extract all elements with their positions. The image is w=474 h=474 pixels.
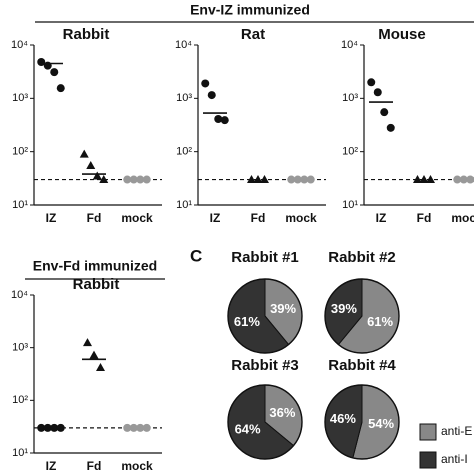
dot-point [386, 123, 395, 132]
dot-point [220, 116, 229, 125]
dot-point [367, 78, 376, 87]
panel-label: C [190, 246, 202, 265]
chart-title: Rabbit #3 [231, 357, 299, 374]
dot-point [136, 175, 145, 184]
chart-title: Mouse [378, 26, 426, 43]
slice-label: 64% [235, 422, 261, 437]
dot-point [380, 108, 389, 117]
y-tick-label: 10³ [12, 92, 28, 104]
chart-title: Rat [241, 26, 265, 43]
slice-label: 54% [368, 416, 394, 431]
dot-point [201, 79, 210, 88]
x-tick-label: Fd [87, 459, 102, 473]
x-tick-label: mock [451, 211, 474, 225]
y-tick-label: 10² [176, 146, 192, 158]
x-tick-label: Fd [251, 211, 266, 225]
triangle-point [253, 175, 263, 184]
slice-label: 46% [330, 411, 356, 426]
slice-label: 39% [331, 301, 357, 316]
dot-point [466, 175, 474, 184]
triangle-point [89, 350, 99, 359]
legend-swatch [419, 423, 437, 441]
pie-outline [324, 278, 400, 354]
pie-outline [227, 384, 303, 460]
y-tick-label: 10² [12, 394, 28, 406]
dot-point [56, 84, 65, 93]
x-tick-label: IZ [46, 211, 57, 225]
legend-swatch [419, 451, 437, 469]
y-tick-label: 10¹ [176, 199, 192, 211]
chart-title: Rabbit [73, 276, 120, 293]
y-tick-label: 10³ [12, 342, 28, 354]
triangle-point [426, 175, 435, 184]
dot-point [214, 114, 223, 123]
dot-point [37, 423, 46, 432]
legend-label: anti-I [441, 452, 468, 466]
y-tick-label: 10¹ [342, 199, 358, 211]
pie-outline [227, 278, 303, 354]
triangle-point [413, 175, 422, 184]
dot-point [207, 91, 216, 100]
dot-point [300, 175, 309, 184]
y-tick-label: 10⁴ [11, 289, 28, 301]
y-tick-label: 10⁴ [341, 39, 358, 51]
slice-label: 36% [269, 405, 295, 420]
chart-title: Rabbit #4 [328, 357, 396, 374]
x-tick-label: Fd [417, 211, 432, 225]
chart-title: Rabbit #1 [231, 249, 299, 266]
x-tick-label: Fd [87, 211, 102, 225]
chart-title: Rabbit #2 [328, 249, 396, 266]
triangle-point [83, 338, 92, 347]
dot-point [373, 88, 382, 97]
chart-title: Rabbit [63, 26, 110, 43]
y-tick-label: 10⁴ [175, 39, 192, 51]
y-tick-label: 10² [342, 146, 358, 158]
header-top: Env-IZ immunized [190, 2, 310, 18]
dot-point [123, 423, 132, 432]
triangle-point [247, 175, 256, 184]
x-tick-label: mock [285, 211, 317, 225]
y-tick-label: 10¹ [12, 199, 28, 211]
dot-point [459, 175, 468, 184]
x-tick-label: mock [121, 211, 153, 225]
dot-point [142, 175, 151, 184]
dot-point [293, 175, 302, 184]
dot-point [306, 175, 315, 184]
triangle-point [260, 175, 269, 184]
dot-point [136, 423, 145, 432]
x-tick-label: mock [121, 459, 153, 473]
triangle-point [92, 171, 102, 180]
x-tick-label: IZ [376, 211, 387, 225]
slice-label: 39% [270, 301, 296, 316]
dot-point [129, 423, 138, 432]
y-tick-label: 10³ [176, 92, 192, 104]
dot-point [287, 175, 296, 184]
y-tick-label: 10² [12, 146, 28, 158]
x-tick-label: IZ [46, 459, 57, 473]
dot-point [453, 175, 462, 184]
header-bottom: Env-Fd immunized [33, 258, 157, 274]
dot-point [56, 423, 65, 432]
dot-point [50, 423, 59, 432]
y-tick-label: 10⁴ [11, 39, 28, 51]
triangle-point [419, 175, 429, 184]
pie-outline [324, 384, 400, 460]
triangle-point [86, 161, 96, 170]
slice-label: 61% [367, 314, 393, 329]
triangle-point [99, 175, 109, 184]
y-tick-label: 10¹ [12, 447, 28, 459]
dot-point [123, 175, 132, 184]
triangle-point [96, 363, 105, 372]
triangle-point [79, 149, 89, 158]
dot-point [129, 175, 138, 184]
dot-point [43, 423, 52, 432]
y-tick-label: 10³ [342, 92, 358, 104]
x-tick-label: IZ [210, 211, 221, 225]
dot-point [142, 423, 151, 432]
legend-label: anti-E [441, 424, 472, 438]
dot-point [50, 68, 59, 77]
slice-label: 61% [234, 314, 260, 329]
